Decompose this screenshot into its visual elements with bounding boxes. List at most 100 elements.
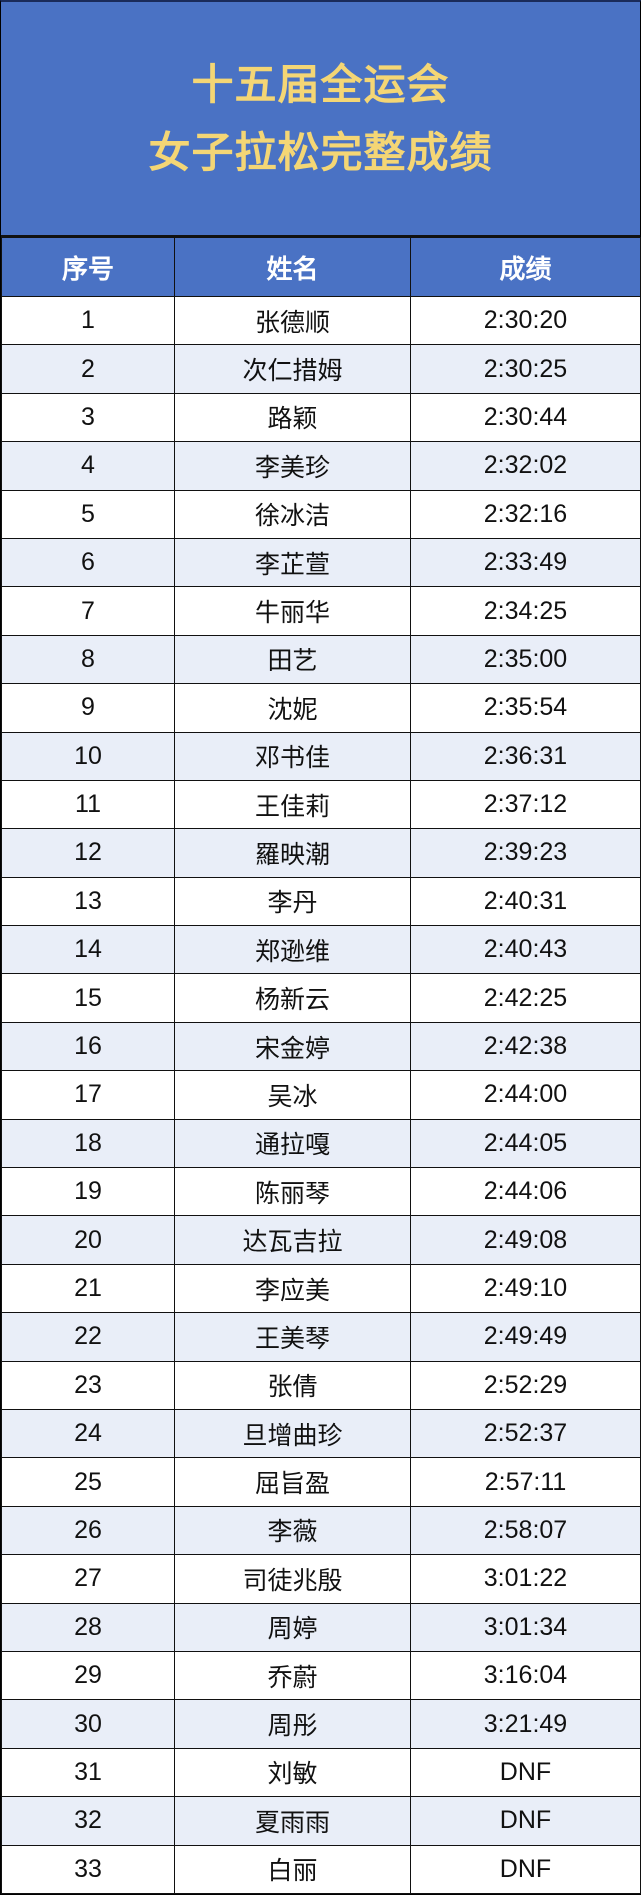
table-row: 10 邓书佳 2:36:31 (1, 731, 641, 781)
rank-cell: 31 (1, 1747, 175, 1798)
table-row: 7 牛丽华 2:34:25 (1, 586, 641, 636)
name-cell: 张倩 (174, 1360, 411, 1410)
column-header-time: 成绩 (410, 237, 641, 297)
time-cell: 2:42:25 (410, 973, 641, 1023)
results-table: 序号 姓名 成绩 1 张德顺 2:30:20 2 次仁措姆 2:30:25 3 路颖 2:30:… (1, 237, 641, 1894)
rank-cell: 17 (1, 1070, 175, 1120)
rank-cell: 14 (1, 925, 175, 975)
rank-cell: 29 (1, 1650, 175, 1701)
name-cell: 羅映潮 (174, 828, 411, 878)
table-row: 17 吴冰 2:44:00 (1, 1070, 641, 1120)
name-cell: 牛丽华 (174, 586, 411, 636)
table-row: 33 白丽 DNF (1, 1844, 641, 1894)
name-cell: 张德顺 (174, 295, 411, 346)
name-cell: 刘敏 (174, 1747, 411, 1798)
name-cell: 次仁措姆 (174, 344, 411, 394)
time-cell: 2:37:12 (410, 779, 641, 830)
time-cell: 2:32:16 (410, 489, 641, 539)
time-cell: DNF (410, 1796, 641, 1846)
title-banner: 十五届全运会 女子拉松完整成绩 (1, 2, 640, 237)
title-line-2: 女子拉松完整成绩 (148, 127, 493, 177)
rank-cell: 27 (1, 1554, 175, 1604)
table-row: 9 沈妮 2:35:54 (1, 683, 641, 733)
time-cell: 2:34:25 (410, 586, 641, 636)
rank-cell: 26 (1, 1505, 175, 1556)
time-cell: 2:36:31 (410, 731, 641, 781)
column-header-rank: 序号 (1, 237, 175, 297)
name-cell: 白丽 (174, 1844, 411, 1894)
name-cell: 李应美 (174, 1263, 411, 1314)
table-row: 23 张倩 2:52:29 (1, 1360, 641, 1410)
rank-cell: 20 (1, 1215, 175, 1265)
rank-cell: 11 (1, 779, 175, 830)
table-row: 28 周婷 3:01:34 (1, 1602, 641, 1652)
time-cell: 3:16:04 (410, 1650, 641, 1701)
rank-cell: 18 (1, 1118, 175, 1169)
rank-cell: 21 (1, 1263, 175, 1314)
table-row: 22 王美琴 2:49:49 (1, 1312, 641, 1362)
name-cell: 王美琴 (174, 1312, 411, 1362)
table-row: 19 陈丽琴 2:44:06 (1, 1167, 641, 1217)
time-cell: 2:33:49 (410, 537, 641, 588)
time-cell: 2:35:00 (410, 634, 641, 685)
name-cell: 杨新云 (174, 973, 411, 1023)
table-row: 13 李丹 2:40:31 (1, 876, 641, 927)
table-row: 4 李美珍 2:32:02 (1, 441, 641, 491)
table-row: 16 宋金婷 2:42:38 (1, 1021, 641, 1072)
name-cell: 李美珍 (174, 441, 411, 491)
rank-cell: 6 (1, 537, 175, 588)
time-cell: 3:01:34 (410, 1602, 641, 1652)
rank-cell: 12 (1, 828, 175, 878)
time-cell: DNF (410, 1844, 641, 1894)
table-row: 1 张德顺 2:30:20 (1, 295, 641, 346)
name-cell: 达瓦吉拉 (174, 1215, 411, 1265)
time-cell: 2:30:44 (410, 392, 641, 443)
name-cell: 郑逊维 (174, 925, 411, 975)
name-cell: 王佳莉 (174, 779, 411, 830)
time-cell: 2:44:00 (410, 1070, 641, 1120)
rank-cell: 23 (1, 1360, 175, 1410)
title-line-1: 十五届全运会 (191, 59, 450, 109)
rank-cell: 7 (1, 586, 175, 636)
table-row: 14 郑逊维 2:40:43 (1, 925, 641, 975)
rank-cell: 13 (1, 876, 175, 927)
rank-cell: 3 (1, 392, 175, 443)
table-row: 26 李薇 2:58:07 (1, 1505, 641, 1556)
name-cell: 李丹 (174, 876, 411, 927)
table-row: 12 羅映潮 2:39:23 (1, 828, 641, 878)
name-cell: 邓书佳 (174, 731, 411, 781)
rank-cell: 24 (1, 1408, 175, 1459)
table-row: 24 旦增曲珍 2:52:37 (1, 1408, 641, 1459)
time-cell: 3:01:22 (410, 1554, 641, 1604)
table-row: 32 夏雨雨 DNF (1, 1796, 641, 1846)
table-row: 27 司徒兆殷 3:01:22 (1, 1554, 641, 1604)
name-cell: 宋金婷 (174, 1021, 411, 1072)
time-cell: 2:35:54 (410, 683, 641, 733)
time-cell: 2:49:10 (410, 1263, 641, 1314)
table-row: 2 次仁措姆 2:30:25 (1, 344, 641, 394)
time-cell: 2:49:49 (410, 1312, 641, 1362)
name-cell: 乔蔚 (174, 1650, 411, 1701)
rank-cell: 33 (1, 1844, 175, 1894)
rank-cell: 1 (1, 295, 175, 346)
time-cell: 2:44:05 (410, 1118, 641, 1169)
time-cell: 2:44:06 (410, 1167, 641, 1217)
name-cell: 屈旨盈 (174, 1457, 411, 1507)
time-cell: 2:40:43 (410, 925, 641, 975)
name-cell: 路颖 (174, 392, 411, 443)
time-cell: 2:57:11 (410, 1457, 641, 1507)
rank-cell: 8 (1, 634, 175, 685)
table-row: 30 周彤 3:21:49 (1, 1699, 641, 1749)
table-row: 5 徐冰洁 2:32:16 (1, 489, 641, 539)
time-cell: 2:32:02 (410, 441, 641, 491)
rank-cell: 25 (1, 1457, 175, 1507)
rank-cell: 19 (1, 1167, 175, 1217)
name-cell: 吴冰 (174, 1070, 411, 1120)
header-row: 序号 姓名 成绩 (1, 237, 641, 297)
name-cell: 陈丽琴 (174, 1167, 411, 1217)
name-cell: 夏雨雨 (174, 1796, 411, 1846)
time-cell: 2:52:37 (410, 1408, 641, 1459)
table-row: 29 乔蔚 3:16:04 (1, 1650, 641, 1701)
rank-cell: 10 (1, 731, 175, 781)
rank-cell: 30 (1, 1699, 175, 1749)
